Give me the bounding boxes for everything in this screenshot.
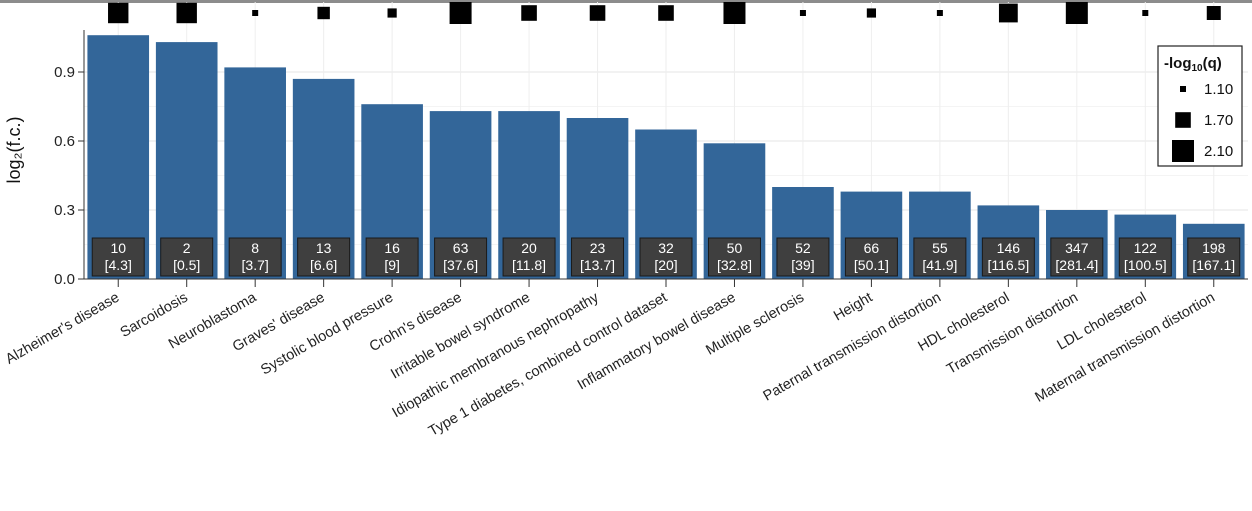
count-box — [297, 237, 351, 277]
legend-entries: 1.10 1.70 2.10 — [1172, 81, 1233, 162]
significance-square — [108, 2, 129, 24]
observed-count: 52 — [795, 240, 811, 256]
significance-square — [252, 10, 259, 16]
observed-count: 122 — [1134, 240, 1158, 256]
y-tick-label: 0.9 — [54, 64, 75, 81]
expected-count: [13.7] — [580, 257, 615, 273]
observed-count: 55 — [932, 240, 948, 256]
significance-square — [387, 8, 397, 18]
expected-count: [281.4] — [1055, 257, 1098, 273]
significance-square — [521, 5, 537, 21]
legend-title: -log10(q) — [1164, 55, 1222, 74]
observed-count: 66 — [864, 240, 880, 256]
count-box — [502, 237, 556, 277]
y-ticks: 0.0 0.3 0.6 0.9 — [54, 64, 84, 288]
expected-count: [100.5] — [1124, 257, 1167, 273]
y-tick-label: 0.0 — [54, 271, 75, 288]
significance-square — [589, 5, 606, 21]
y-tick-label: 0.6 — [54, 133, 75, 150]
observed-count: 23 — [590, 240, 606, 256]
legend: -log10(q) 1.10 1.70 2.10 — [1157, 45, 1243, 167]
count-box — [1118, 237, 1172, 277]
observed-count: 10 — [110, 240, 126, 256]
observed-count: 13 — [316, 240, 332, 256]
observed-count: 20 — [521, 240, 537, 256]
legend-title-main: -log — [1164, 55, 1192, 72]
legend-title-tail: (q) — [1203, 55, 1222, 72]
significance-square — [449, 2, 472, 24]
count-boxes: 10[4.3] 2[0.5] 8[3.7] 13[6.6] 16[9] 63[37.6] 2… — [91, 237, 1241, 277]
observed-count: 63 — [453, 240, 469, 256]
expected-count: [39] — [791, 257, 814, 273]
count-box — [228, 237, 282, 277]
observed-count: 32 — [658, 240, 674, 256]
legend-entry-label: 1.70 — [1204, 112, 1233, 129]
significance-square — [176, 2, 197, 24]
expected-count: [6.6] — [310, 257, 337, 273]
legend-entry-label: 2.10 — [1204, 143, 1233, 160]
expected-count: [32.8] — [717, 257, 752, 273]
observed-count: 8 — [251, 240, 259, 256]
significance-square — [936, 10, 943, 16]
expected-count: [11.8] — [512, 257, 546, 273]
expected-count: [167.1] — [1192, 257, 1235, 273]
legend-entry-label: 1.10 — [1204, 81, 1233, 98]
significance-square — [1065, 2, 1088, 24]
y-axis-label: log₂(f.c.) — [4, 117, 24, 184]
observed-count: 16 — [384, 240, 400, 256]
observed-count: 2 — [183, 240, 191, 256]
count-box — [1187, 237, 1241, 277]
legend-key-square — [1175, 112, 1191, 128]
significance-square — [723, 2, 746, 24]
significance-square — [998, 3, 1018, 23]
significance-square — [1206, 6, 1221, 20]
count-box — [571, 237, 625, 277]
expected-count: [0.5] — [173, 257, 200, 273]
observed-count: 198 — [1202, 240, 1226, 256]
significance-square — [1142, 10, 1149, 16]
observed-count: 347 — [1065, 240, 1089, 256]
expected-count: [3.7] — [242, 257, 269, 273]
significance-square — [658, 5, 674, 21]
y-tick-label: 0.3 — [54, 202, 75, 219]
count-box — [981, 237, 1035, 277]
count-box — [913, 237, 967, 277]
significance-squares — [108, 2, 1221, 24]
count-box — [844, 237, 898, 277]
count-box — [776, 237, 830, 277]
count-box — [707, 237, 761, 277]
legend-key-square — [1180, 86, 1186, 92]
expected-count: [41.9] — [922, 257, 957, 273]
expected-count: [9] — [384, 257, 400, 273]
count-box — [1050, 237, 1104, 277]
expected-count: [4.3] — [105, 257, 132, 273]
expected-count: [50.1] — [854, 257, 889, 273]
count-box — [639, 237, 693, 277]
observed-count: 50 — [727, 240, 743, 256]
count-box — [434, 237, 488, 277]
expected-count: [20] — [654, 257, 677, 273]
significance-square — [799, 10, 806, 16]
significance-square — [866, 8, 877, 18]
count-box — [160, 237, 214, 277]
observed-count: 146 — [997, 240, 1021, 256]
expected-count: [116.5] — [987, 257, 1029, 273]
count-box — [365, 237, 419, 277]
expected-count: [37.6] — [443, 257, 478, 273]
significance-square — [317, 6, 330, 20]
count-box — [91, 237, 145, 277]
legend-title-subscript: 10 — [1192, 63, 1204, 74]
legend-key-square — [1172, 140, 1194, 162]
